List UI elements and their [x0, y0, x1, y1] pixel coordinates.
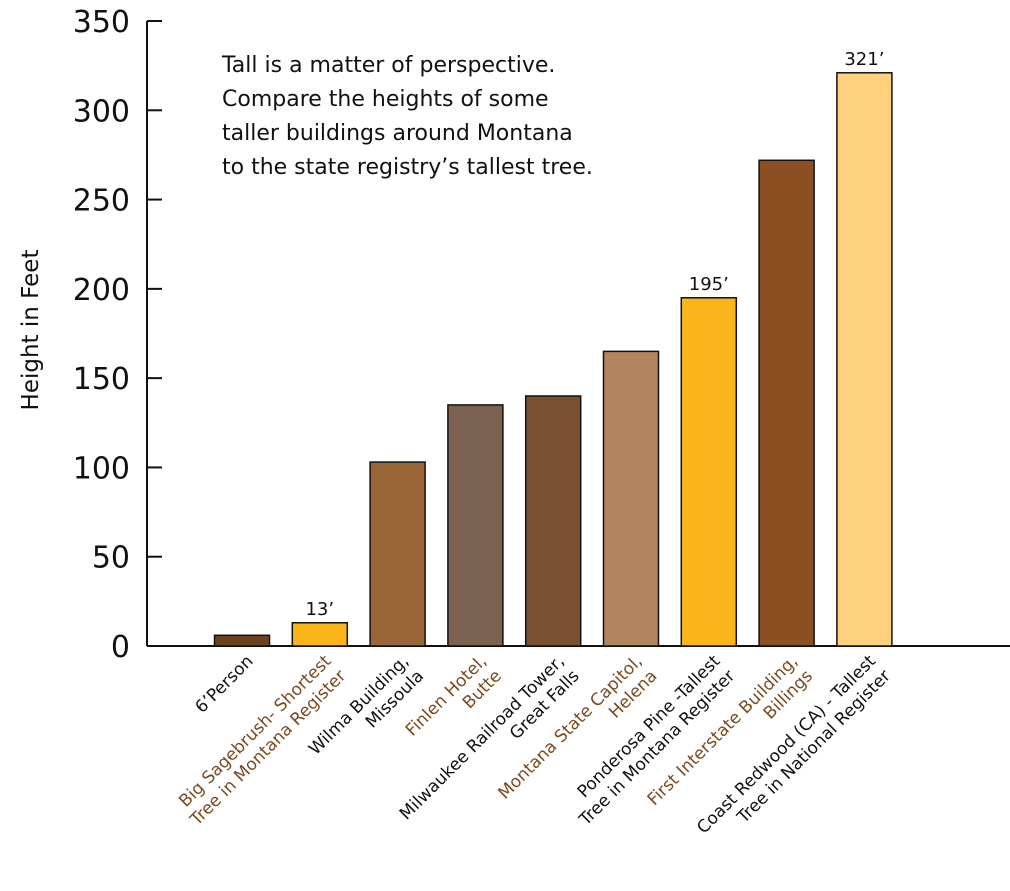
y-tick-label: 350 [73, 5, 130, 40]
bar [680, 297, 738, 647]
y-axis-label: Height in Feet [18, 250, 44, 411]
bars-group [213, 72, 893, 647]
bar [758, 159, 815, 647]
y-tick-label: 50 [92, 541, 130, 576]
category-label-line: Big Sagebrush- Shortest [175, 651, 335, 811]
bar-value-label: 13’ [305, 599, 334, 620]
bar [447, 404, 504, 647]
bar-value-label: 195’ [689, 274, 729, 295]
bar [291, 622, 349, 647]
annotation-line: to the state registry’s tallest tree. [222, 155, 593, 180]
y-tick-label: 150 [73, 362, 130, 397]
y-tick-label: 200 [73, 273, 130, 308]
bar-value-label: 321’ [844, 49, 884, 70]
y-tick-label: 250 [73, 184, 130, 219]
bar [524, 395, 582, 647]
annotation-line: Compare the heights of some [222, 87, 549, 112]
value-labels-group: 13’ 195’ 321’ [305, 49, 884, 620]
bar [213, 634, 271, 647]
annotation-note: Tall is a matter of perspective. Compare … [221, 53, 593, 180]
bar [602, 350, 660, 647]
category-label: 6’Person [192, 651, 258, 717]
y-tick-label: 100 [73, 451, 130, 486]
bar [369, 461, 426, 647]
y-tick-label: 0 [111, 630, 130, 665]
category-label-line: 6’Person [192, 651, 258, 717]
y-tick-label: 300 [73, 94, 130, 129]
annotation-line: Tall is a matter of perspective. [221, 53, 555, 78]
y-axis-ticks: 0 50 100 150 200 250 300 350 [73, 5, 162, 665]
bar [836, 72, 893, 647]
annotation-line: taller buildings around Montana [222, 121, 573, 146]
